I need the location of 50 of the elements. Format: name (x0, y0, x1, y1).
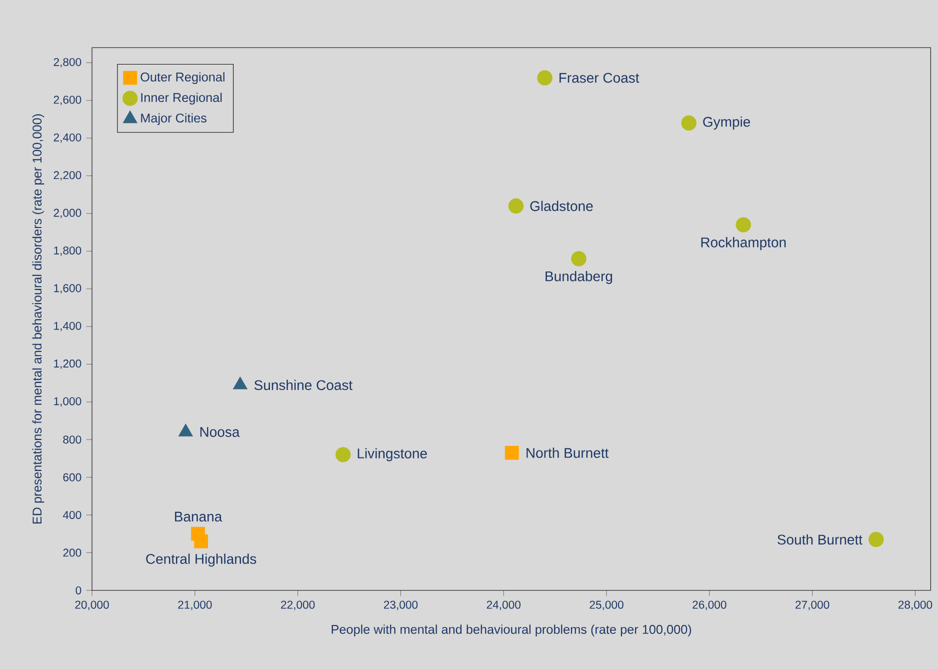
legend-label: Inner Regional (141, 92, 222, 105)
y-tick-label: 400 (62, 510, 82, 519)
annotation: Banana (175, 512, 222, 522)
annotation: South Burnett (778, 534, 862, 545)
point (868, 532, 884, 548)
y-tick-label: 1,600 (54, 284, 82, 294)
y-tick-label: 2,200 (54, 171, 82, 180)
annotation: Rockhampton (701, 237, 786, 250)
point (537, 70, 552, 86)
x-tick-label: 27,000 (796, 600, 830, 610)
y-tick-label: 2,600 (54, 96, 82, 106)
y-tick-label: 2,000 (54, 208, 82, 218)
x-tick-label: 22,000 (281, 600, 315, 610)
point (571, 251, 586, 266)
y-tick-label: 1,400 (54, 322, 82, 332)
annotation: Gladstone (530, 200, 593, 212)
point (335, 447, 351, 462)
x-tick-label: 26,000 (692, 600, 726, 610)
y-tick-label: 2,800 (54, 58, 82, 68)
x-tick-label: 25,000 (590, 600, 624, 610)
point (736, 217, 751, 232)
x-tick-label: 23,000 (384, 600, 418, 610)
annotation: Noosa (200, 427, 240, 437)
y-tick-label: 0 (76, 586, 82, 594)
point (508, 198, 524, 214)
annotation: Sunshine Coast (254, 380, 352, 390)
y-tick-label: 2,400 (54, 133, 82, 143)
x-tick-label: 28,000 (898, 600, 932, 610)
x-tick-label: 20,000 (75, 600, 109, 610)
y-tick-label: 1,800 (54, 246, 82, 256)
annotation: Central Highlands (146, 554, 256, 567)
x-tick-label: 21,000 (178, 600, 212, 610)
point (681, 115, 696, 131)
y-tick-label: 800 (63, 436, 82, 444)
legend-label: Major Cities (141, 113, 206, 126)
y-tick-label: 1,200 (54, 360, 82, 369)
x-axis-title: People with mental and behavioural problems (rate per 100,000) (332, 624, 692, 636)
point (504, 446, 519, 460)
annotation: Bundaberg (546, 270, 612, 284)
y-tick-label: 1,000 (54, 397, 82, 407)
annotation: North Burnett (526, 448, 609, 458)
legend-label: Outer Regional (140, 72, 224, 84)
point (194, 534, 208, 548)
y-axis-title: ED presentations for mental and behavioural disorders (rate per 100,000) (32, 114, 44, 524)
y-tick-label: 200 (63, 548, 82, 557)
x-tick-label: 24,000 (486, 600, 520, 610)
annotation: Gympie (703, 116, 750, 130)
y-tick-label: 600 (63, 473, 82, 482)
annotation: Livingstone (358, 448, 427, 462)
annotation: Fraser Coast (560, 72, 640, 83)
